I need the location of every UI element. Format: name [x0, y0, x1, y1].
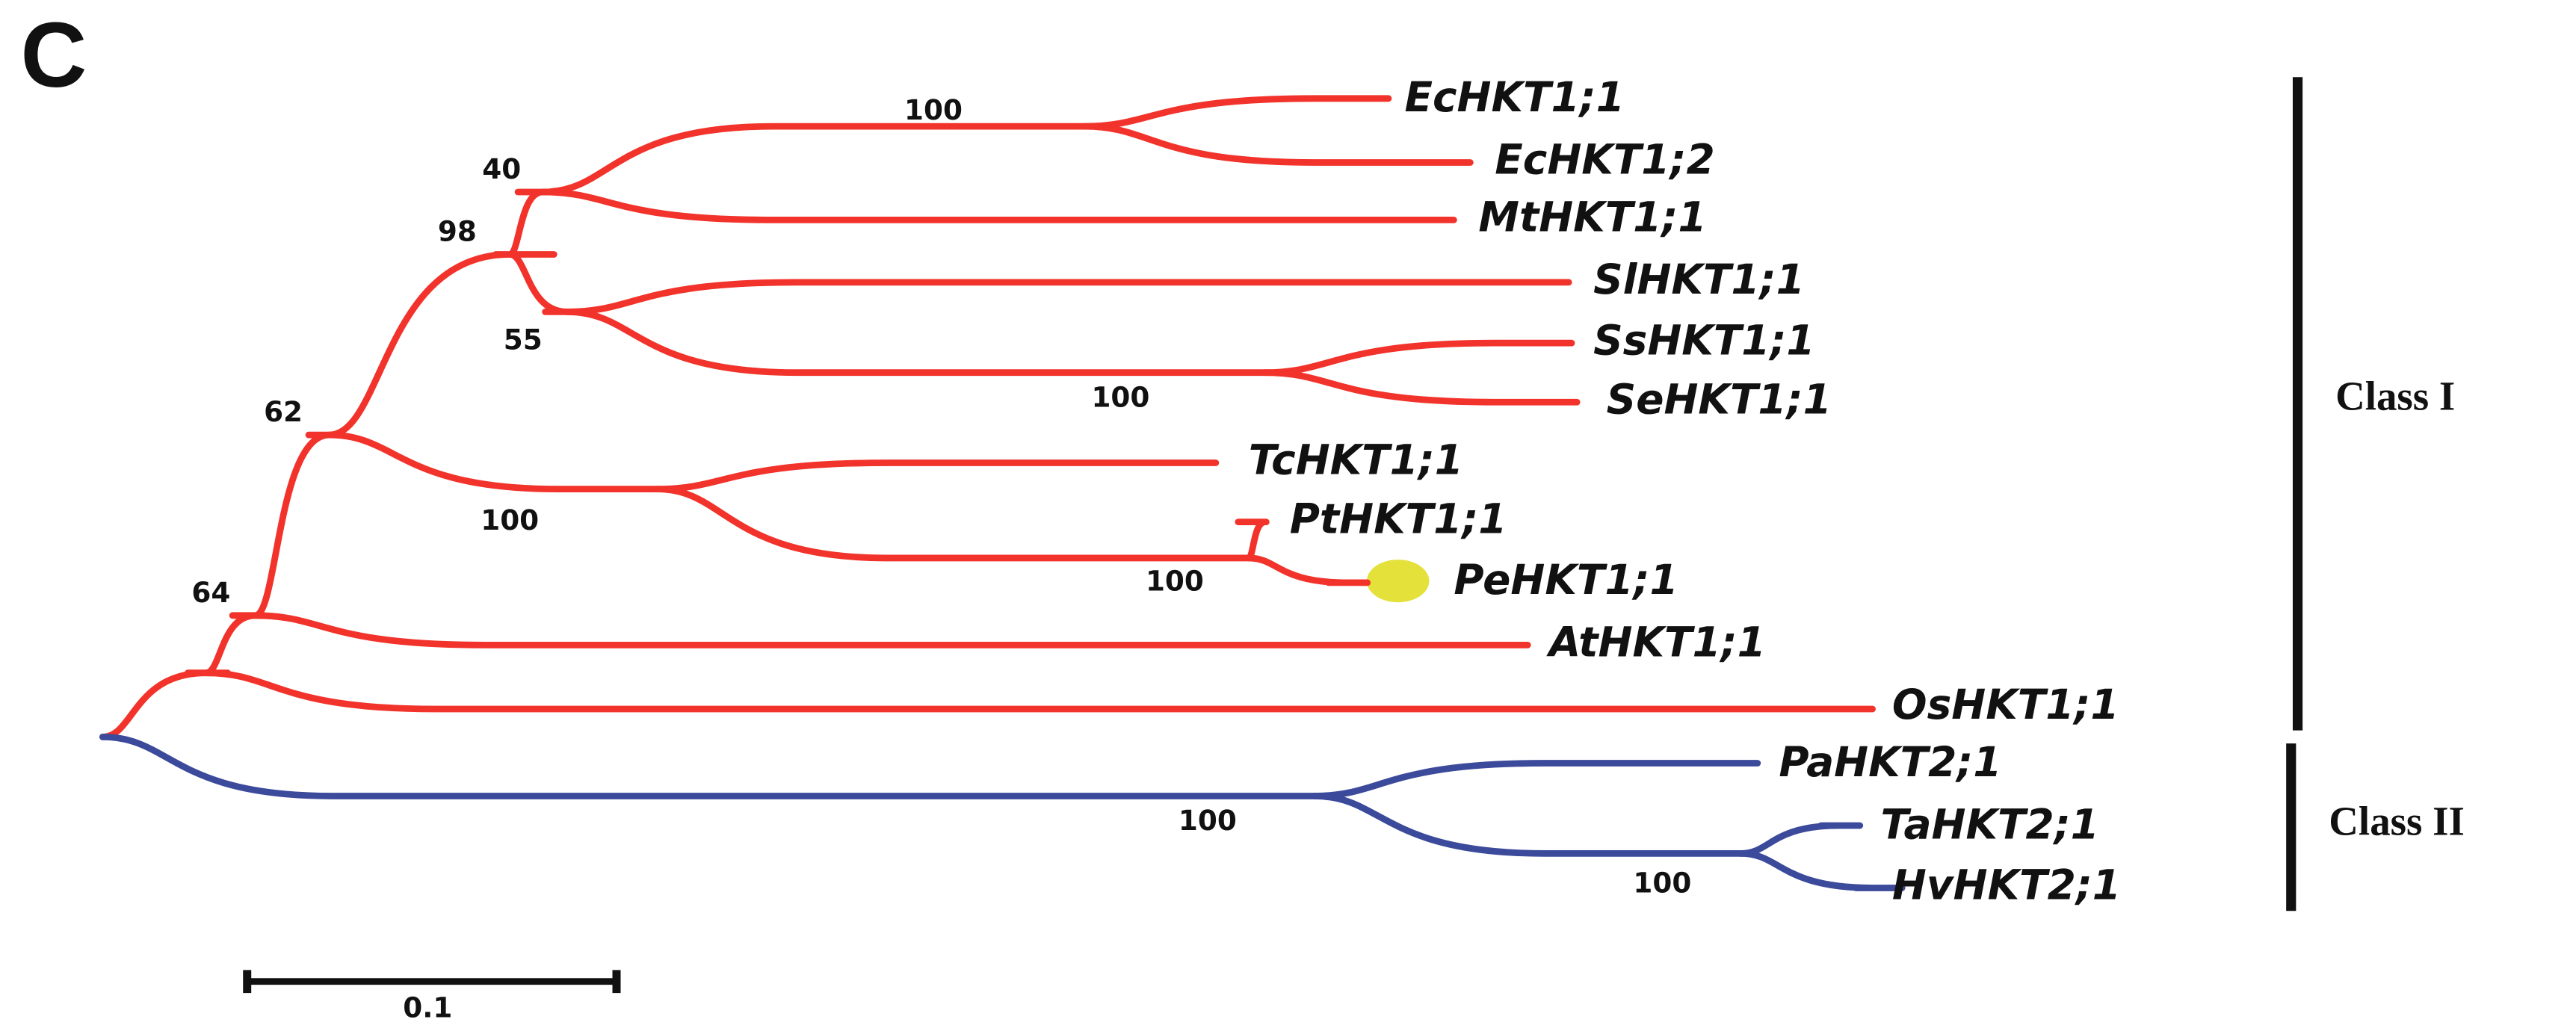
bootstrap-value: 40 [482, 152, 521, 185]
branch [539, 188, 1457, 223]
bootstrap-value: 55 [504, 323, 543, 356]
bootstrap-value: 98 [438, 214, 477, 247]
bootstrap-value: 100 [1146, 564, 1204, 597]
leaf-label: EcHKT1;1 [1404, 73, 1624, 121]
leaf-label: OsHKT1;1 [1892, 681, 2119, 728]
branch [1081, 123, 1474, 166]
panel-label: C [21, 4, 87, 107]
branch [539, 123, 1088, 196]
branch [1235, 518, 1270, 562]
branch [99, 733, 1318, 799]
branch [252, 431, 346, 619]
branch [654, 486, 1253, 562]
leaf-label: SsHKT1;1 [1593, 316, 1815, 364]
bootstrap-value: 100 [1091, 380, 1149, 413]
branch [326, 431, 661, 493]
leaf-label: PaHKT2;1 [1779, 738, 2001, 786]
class-label: Class I [2335, 374, 2455, 419]
branch [1081, 95, 1392, 130]
bootstrap-value: 100 [1179, 804, 1237, 837]
leaf-label: SeHKT1;1 [1607, 375, 1832, 423]
branch [1261, 369, 1581, 406]
branch [99, 669, 231, 740]
branch [1261, 339, 1575, 377]
leaf-label: SlHKT1;1 [1593, 256, 1805, 303]
leaf-label: PtHKT1;1 [1290, 495, 1507, 543]
scale-label: 0.1 [403, 991, 452, 1024]
highlight-dot [1366, 560, 1430, 603]
branch [506, 251, 581, 315]
branch [563, 309, 1269, 377]
bootstrap-value: 64 [191, 576, 230, 609]
branch [506, 188, 550, 258]
branch [1311, 793, 1745, 857]
branch [1311, 760, 1761, 799]
branch [1738, 849, 1906, 891]
leaf-label: PeHKT1;1 [1454, 556, 1678, 604]
branch [252, 612, 1531, 648]
leaf-label: HvHKT2;1 [1892, 861, 2121, 909]
bootstrap-value: 100 [904, 93, 963, 126]
branch [654, 459, 1220, 493]
bootstrap-value: 62 [264, 395, 303, 428]
branch [563, 279, 1572, 315]
leaf-label: TcHKT1;1 [1249, 436, 1463, 484]
leaf-label: AtHKT1;1 [1546, 618, 1766, 666]
leaf-label: EcHKT1;2 [1495, 136, 1714, 184]
branch [203, 612, 266, 677]
bootstrap-value: 100 [481, 504, 539, 536]
leaf-label: TaHKT2;1 [1881, 800, 2099, 848]
branch [203, 669, 1876, 713]
branch [1245, 554, 1371, 586]
leaf-label: MtHKT1;1 [1478, 193, 1706, 241]
bootstrap-value: 100 [1633, 867, 1691, 900]
class-label: Class II [2329, 799, 2465, 844]
branch [1738, 822, 1864, 857]
